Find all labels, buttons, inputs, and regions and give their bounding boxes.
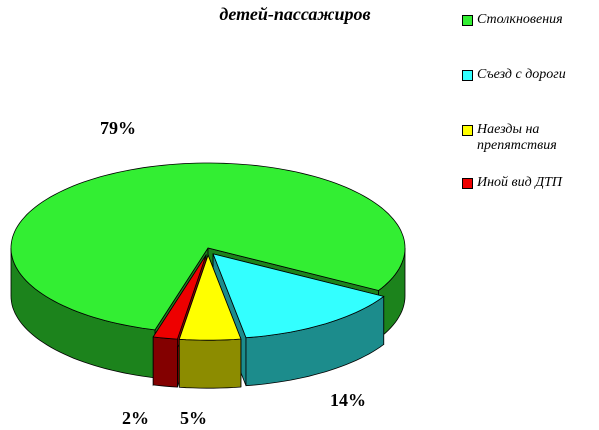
- legend-label: Столкновения: [477, 12, 563, 27]
- slice: [152, 254, 207, 340]
- value-label: 2%: [122, 408, 149, 428]
- legend-label: Наезды на препятствия: [477, 122, 557, 153]
- legend-label: Иной вид ДТП: [477, 175, 563, 190]
- slice: [178, 254, 242, 341]
- legend-item: Иной вид ДТП: [462, 175, 592, 191]
- legend-item: Столкновения: [462, 12, 592, 28]
- value-label: 79%: [100, 118, 136, 138]
- slice: [10, 162, 406, 331]
- legend-swatch: [462, 70, 473, 81]
- slice-side: [152, 336, 178, 388]
- legend-item: Наезды на препятствия: [462, 122, 592, 154]
- legend-swatch: [462, 15, 473, 26]
- value-label: 14%: [330, 390, 366, 410]
- legend-swatch: [462, 178, 473, 189]
- chart-title: детей-пассажиров: [219, 4, 371, 24]
- legend-label: Съезд с дороги: [477, 67, 566, 82]
- legend-item: Съезд с дороги: [462, 67, 592, 83]
- slice-side: [178, 338, 242, 389]
- legend-swatch: [462, 125, 473, 136]
- slice: [212, 253, 385, 339]
- value-label: 5%: [180, 408, 207, 428]
